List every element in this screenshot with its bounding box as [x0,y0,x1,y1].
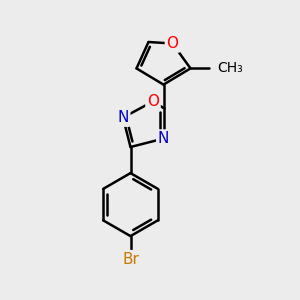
Text: CH₃: CH₃ [217,61,243,75]
Text: O: O [167,36,178,51]
Text: Br: Br [122,252,139,267]
Text: N: N [117,110,129,125]
Text: N: N [158,131,169,146]
Text: O: O [147,94,159,109]
